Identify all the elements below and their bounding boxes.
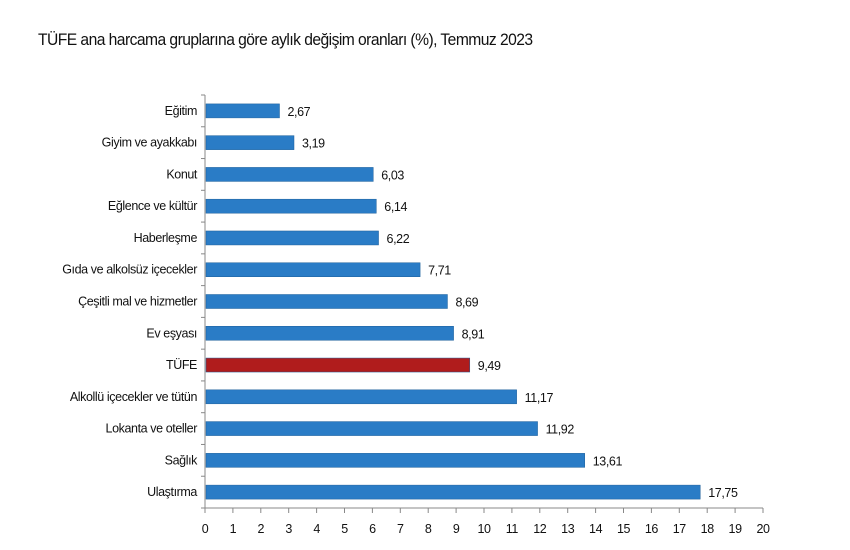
category-label: Lokanta ve oteller: [106, 422, 198, 436]
value-label: 3,19: [302, 137, 325, 151]
x-tick-label: 8: [425, 522, 432, 536]
x-tick-label: 20: [756, 522, 770, 536]
category-label: Ev eşyası: [146, 326, 197, 340]
x-tick-label: 3: [285, 522, 292, 536]
category-label: Giyim ve ayakkabı: [102, 136, 197, 150]
x-tick-label: 11: [506, 522, 519, 536]
bar-3: [205, 198, 377, 214]
value-label: 6,03: [381, 168, 404, 182]
x-tick-label: 10: [477, 522, 491, 536]
bar-9: [205, 389, 517, 405]
value-label: 9,49: [478, 359, 501, 373]
value-label: 2,67: [287, 105, 310, 119]
x-tick-label: 14: [589, 522, 603, 536]
category-label: Eğitim: [165, 104, 197, 118]
category-label: Alkollü içecekler ve tütün: [70, 390, 198, 404]
value-label: 7,71: [428, 264, 451, 278]
value-label: 11,17: [525, 391, 554, 405]
x-tick-label: 12: [533, 522, 547, 536]
x-tick-label: 17: [673, 522, 687, 536]
value-label: 8,91: [462, 327, 485, 341]
value-label: 13,61: [593, 454, 623, 468]
x-tick-label: 18: [701, 522, 715, 536]
x-tick-label: 0: [202, 522, 209, 536]
category-label: Ulaştırma: [147, 485, 197, 499]
x-tick-label: 6: [369, 522, 376, 536]
category-label: Çeşitli mal ve hizmetler: [78, 295, 197, 309]
x-tick-label: 16: [645, 522, 659, 536]
bar-12: [205, 484, 701, 500]
x-tick-label: 9: [453, 522, 460, 536]
x-tick-label: 2: [258, 522, 265, 536]
category-label: Gıda ve alkolsüz içecekler: [62, 263, 197, 277]
chart-title: TÜFE ana harcama gruplarına göre aylık d…: [38, 30, 533, 49]
value-label: 6,14: [384, 200, 407, 214]
bar-5: [205, 262, 421, 277]
bar-2: [205, 167, 374, 182]
x-tick-label: 7: [397, 522, 404, 536]
x-tick-label: 15: [617, 522, 631, 536]
x-tick-label: 19: [729, 522, 743, 536]
value-label: 8,69: [455, 296, 478, 310]
bar-0: [205, 103, 280, 119]
category-label: Sağlık: [165, 453, 198, 467]
category-label: TÜFE: [166, 358, 197, 372]
x-tick-label: 13: [561, 522, 575, 536]
bar-7: [205, 326, 454, 341]
x-tick-label: 5: [341, 522, 348, 536]
bar-8: [205, 357, 471, 373]
value-label: 6,22: [387, 232, 410, 246]
bar-6: [205, 294, 448, 309]
bar-4: [205, 230, 379, 246]
x-tick-label: 1: [230, 522, 237, 536]
bar-1: [205, 135, 295, 150]
category-label: Eğlence ve kültür: [108, 199, 197, 213]
bar-10: [205, 421, 538, 436]
value-label: 17,75: [708, 486, 738, 500]
value-label: 11,92: [546, 423, 575, 437]
category-label: Konut: [166, 167, 198, 181]
x-tick-label: 4: [313, 522, 320, 536]
bar-11: [205, 453, 585, 468]
category-label: Haberleşme: [134, 231, 198, 245]
